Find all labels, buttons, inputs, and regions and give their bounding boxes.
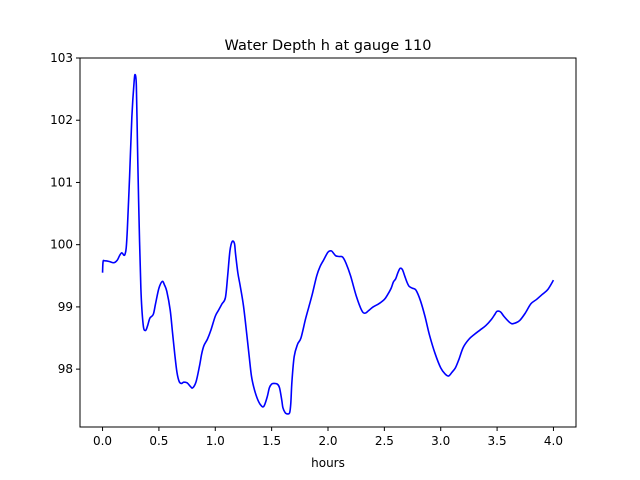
- x-axis-label: hours: [311, 456, 345, 470]
- x-tick-label: 2.5: [375, 434, 394, 448]
- y-tick-label: 99: [58, 300, 73, 314]
- x-tick-label: 1.5: [262, 434, 281, 448]
- y-axis: 98 99 100 101 102 103: [50, 51, 80, 376]
- series-line: [101, 73, 555, 415]
- x-tick-label: 4.0: [544, 434, 563, 448]
- x-tick-label: 3.5: [488, 434, 507, 448]
- y-tick-label: 100: [50, 238, 73, 252]
- plot-frame: [79, 57, 577, 428]
- plot-area: [101, 73, 555, 415]
- x-axis: 0.0 0.5 1.0 1.5 2.0 2.5 3.0 3.5 4.0: [93, 427, 563, 448]
- y-tick-label: 101: [50, 175, 73, 189]
- y-tick-label: 103: [50, 51, 73, 65]
- x-tick-label: 2.0: [318, 434, 337, 448]
- x-tick-label: 0.0: [93, 434, 112, 448]
- x-tick-label: 1.0: [206, 434, 225, 448]
- y-tick-label: 102: [50, 113, 73, 127]
- chart-title: Water Depth h at gauge 110: [225, 38, 432, 54]
- x-tick-label: 3.0: [431, 434, 450, 448]
- y-tick-label: 98: [58, 362, 73, 376]
- x-tick-label: 0.5: [149, 434, 168, 448]
